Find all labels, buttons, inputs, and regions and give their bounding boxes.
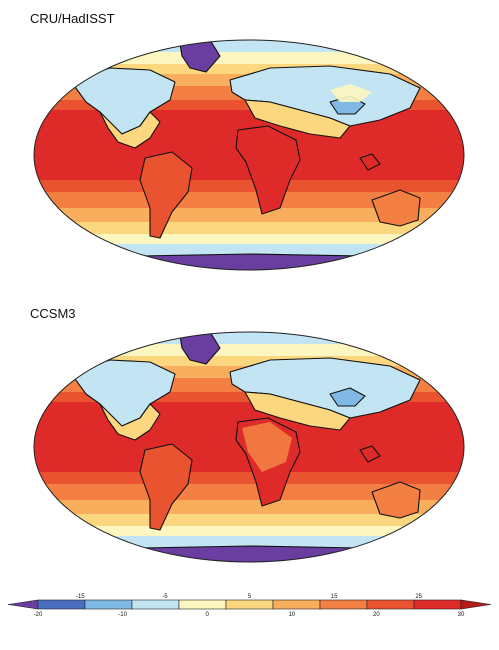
colorbar-tick-label: 25	[415, 594, 422, 600]
colorbar-segment	[272, 599, 321, 610]
temperature-band	[34, 222, 464, 234]
antarctica-land	[59, 253, 441, 270]
australia-land	[371, 481, 421, 519]
temperature-band	[34, 536, 464, 548]
panel-title-model: CCSM3	[30, 306, 76, 321]
colorbar-tick-label: -10	[118, 612, 127, 618]
maritime-continent	[359, 445, 381, 463]
temperature-band	[34, 344, 464, 356]
map-fill-group	[34, 40, 464, 270]
temperature-band	[34, 484, 464, 500]
colorbar-tick-label: 15	[331, 594, 338, 600]
eurasia-south	[244, 391, 351, 431]
temperature-band	[34, 244, 464, 256]
colorbar-tick-label: -5	[162, 594, 168, 600]
colorbar: -20 -15 -10 -5 0 5 10 15 20 25 30	[7, 594, 492, 618]
greenland-land	[179, 40, 221, 73]
colorbar-tick-label: 5	[248, 594, 252, 600]
temperature-band	[34, 64, 464, 74]
map-frame	[33, 39, 465, 271]
colorbar-tick-label: -15	[76, 594, 85, 600]
greenland-land	[179, 332, 221, 365]
temperature-band	[34, 526, 464, 536]
eurasia-south	[244, 99, 351, 139]
tibet-cold-spot	[329, 387, 366, 407]
colorbar-segment	[225, 599, 274, 610]
colorbar-high-extension	[460, 599, 492, 610]
antarctica-land	[59, 545, 441, 562]
temperature-band	[34, 40, 464, 52]
temperature-band	[34, 52, 464, 64]
colorbar-segment	[37, 599, 86, 610]
temperature-band	[34, 500, 464, 514]
temperature-map-observed	[33, 39, 465, 271]
temperature-band	[34, 234, 464, 244]
temperature-band	[34, 180, 464, 192]
south-america-land	[139, 443, 193, 531]
map-fill-group	[34, 332, 464, 562]
australia-land	[371, 189, 421, 227]
temperature-band	[34, 514, 464, 526]
colorbar-segment	[366, 599, 415, 610]
colorbar-tick-label: 0	[206, 612, 210, 618]
temperature-band	[34, 208, 464, 222]
siberia-warm-patch	[330, 84, 372, 102]
colorbar-segment	[319, 599, 368, 610]
africa-land	[235, 125, 301, 215]
temperature-band	[34, 332, 464, 344]
temperature-band	[34, 192, 464, 208]
colorbar-tick-label: -20	[34, 612, 43, 618]
maritime-continent	[359, 153, 381, 171]
colorbar-segment	[84, 599, 133, 610]
colorbar-tick-label: 10	[288, 612, 295, 618]
colorbar-segment	[178, 599, 227, 610]
north-america-south	[99, 403, 161, 441]
temperature-band	[34, 472, 464, 484]
colorbar-tick-label: 30	[458, 612, 465, 618]
colorbar-low-extension	[7, 599, 39, 610]
north-america-south	[99, 111, 161, 149]
colorbar-tick-label: 20	[373, 612, 380, 618]
map-frame	[33, 331, 465, 563]
panel-title-observed: CRU/HadISST	[30, 11, 115, 26]
temperature-map-model	[33, 331, 465, 563]
south-america-land	[139, 151, 193, 239]
temperature-band	[34, 356, 464, 366]
colorbar-segment	[413, 599, 462, 610]
africa-interior-cooler	[242, 422, 292, 472]
colorbar-segment	[131, 599, 180, 610]
